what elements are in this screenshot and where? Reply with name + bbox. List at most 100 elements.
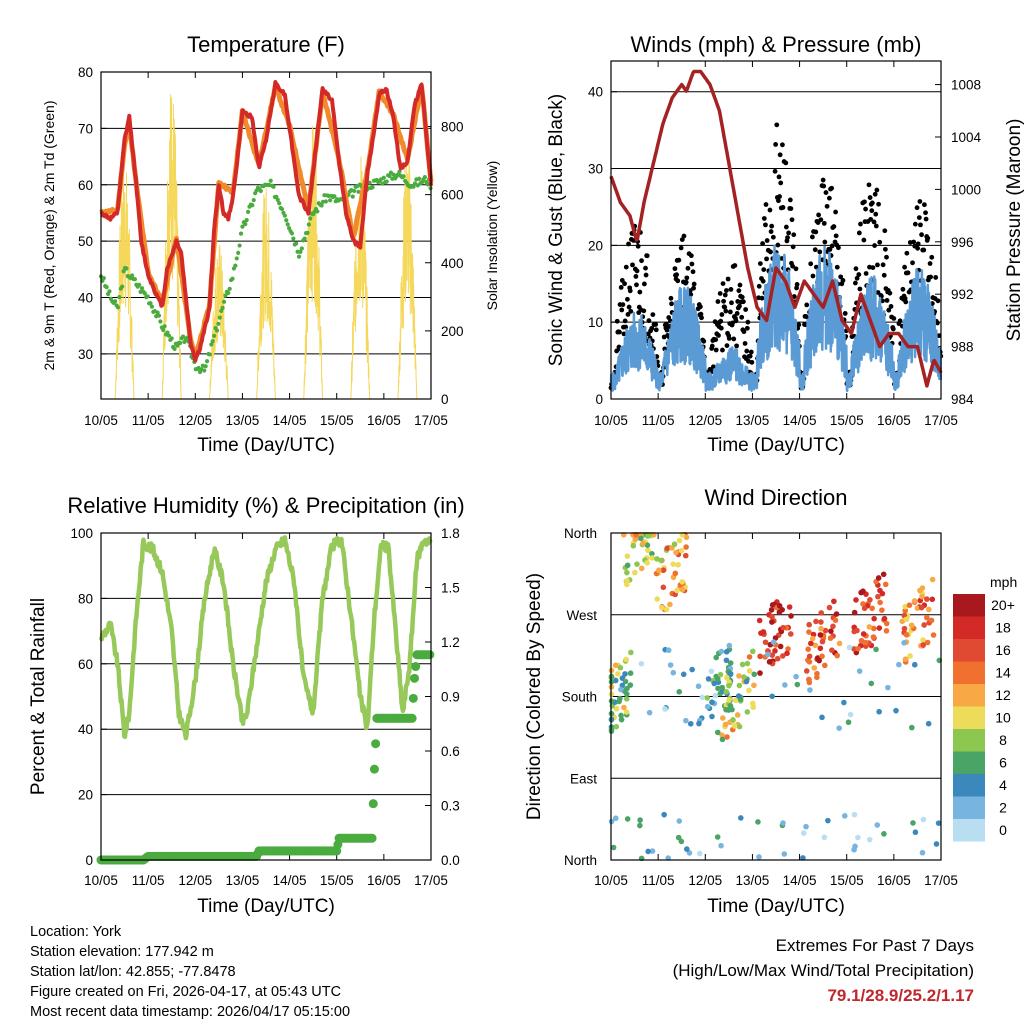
gust-point: [701, 338, 707, 344]
gust-point: [788, 206, 794, 211]
gust-point: [716, 333, 721, 338]
dewpoint-point: [145, 294, 150, 299]
y2-tick-label: 992: [951, 287, 974, 302]
gust-point: [869, 200, 875, 206]
dewpoint-point: [275, 197, 280, 203]
direction-point: [744, 660, 751, 667]
gust-point: [757, 261, 763, 267]
direction-point: [921, 622, 927, 628]
gust-point: [747, 353, 753, 359]
direction-point: [912, 829, 919, 836]
direction-point: [723, 706, 729, 713]
gust-point: [856, 272, 862, 277]
gust-point: [821, 183, 827, 189]
x-tick-label: 10/05: [594, 873, 628, 888]
dewpoint-point: [233, 263, 238, 268]
direction-point: [779, 653, 786, 659]
gust-point: [935, 320, 940, 326]
colorbar-swatch: [953, 661, 985, 684]
x-tick-label: 11/05: [132, 413, 165, 428]
colorbar-label: 8: [999, 732, 1007, 748]
gust-point: [628, 308, 634, 314]
direction-point: [708, 668, 715, 675]
direction-point: [784, 650, 790, 657]
dewpoint-point: [251, 198, 256, 203]
gust-point: [842, 311, 848, 316]
direction-point: [696, 720, 702, 727]
dewpoint-point: [240, 224, 245, 229]
dewpoint-point: [319, 203, 324, 208]
direction-point: [665, 647, 672, 654]
direction-point: [920, 816, 927, 823]
gust-point: [794, 285, 799, 291]
gust-point: [813, 229, 819, 235]
gust-point: [723, 308, 729, 314]
direction-point: [917, 587, 923, 594]
gust-point: [881, 272, 887, 278]
gust-point: [822, 239, 828, 245]
direction-point: [787, 631, 794, 637]
direction-point: [867, 596, 873, 603]
gust-point: [622, 281, 627, 287]
dewpoint-point: [149, 304, 155, 309]
gust-point: [627, 288, 633, 294]
gust-point: [917, 199, 923, 204]
direction-point: [855, 834, 861, 841]
gust-point: [790, 244, 796, 250]
gust-point: [774, 122, 780, 128]
direction-point: [910, 820, 916, 826]
colorbar-label: 12: [995, 687, 1011, 703]
direction-point: [928, 617, 935, 624]
direction-point: [723, 649, 730, 655]
y-tick-label: 30: [78, 347, 93, 362]
gust-point: [737, 303, 742, 309]
x-tick-label: 17/05: [414, 413, 448, 428]
plot-frame: [610, 532, 942, 861]
gust-point: [764, 238, 770, 243]
dewpoint-point: [284, 218, 289, 223]
direction-point: [624, 816, 631, 822]
direction-point: [612, 815, 619, 822]
station-latlon: Station lat/lon: 42.855; -77.8478: [30, 964, 236, 980]
direction-point: [780, 820, 786, 826]
gust-point: [789, 217, 795, 223]
speed-colorbar: mph 20+ 18 16 14 12 10 8 6 4 2 0: [953, 574, 1017, 842]
direction-point: [683, 534, 690, 541]
winds-pressure-panel: Winds (mph) & Pressure (mb) 10/05 11/05 12/…: [546, 32, 1024, 456]
gust-point: [790, 263, 795, 269]
direction-point: [911, 661, 918, 668]
dewpoint-point: [169, 336, 174, 341]
gust-point: [817, 249, 823, 255]
gust-point: [743, 307, 749, 312]
y-tick-label: 60: [78, 178, 93, 193]
direction-point: [807, 687, 813, 693]
x-tick-label: 11/05: [642, 413, 675, 428]
precip-series: [96, 650, 435, 865]
gust-point: [768, 249, 773, 255]
direction-point: [883, 620, 890, 627]
direction-point: [782, 682, 788, 688]
direction-point: [617, 664, 624, 671]
direction-point: [678, 547, 685, 554]
gust-point: [649, 325, 655, 331]
direction-point: [873, 646, 879, 653]
direction-point: [861, 605, 868, 612]
direction-point: [612, 662, 619, 669]
direction-point: [766, 659, 773, 665]
gust-point: [718, 325, 724, 331]
precip-point: [407, 713, 417, 723]
gust-point: [741, 329, 747, 335]
extremes-box: Extremes For Past 7 Days (High/Low/Max W…: [673, 933, 974, 1008]
gust-point: [726, 336, 732, 341]
x-tick-label: 11/05: [132, 873, 165, 888]
gust-point: [614, 318, 620, 324]
dewpoint-point: [279, 206, 285, 212]
gust-point: [787, 197, 793, 203]
dewpoint-point: [328, 198, 333, 203]
y-tick-label: 40: [78, 722, 93, 737]
station-info: Location: York Station elevation: 177.94…: [30, 922, 350, 1022]
gust-point: [776, 174, 782, 180]
dewpoint-point: [124, 266, 129, 271]
y-tick-label: 40: [588, 85, 603, 100]
direction-point: [663, 606, 670, 613]
